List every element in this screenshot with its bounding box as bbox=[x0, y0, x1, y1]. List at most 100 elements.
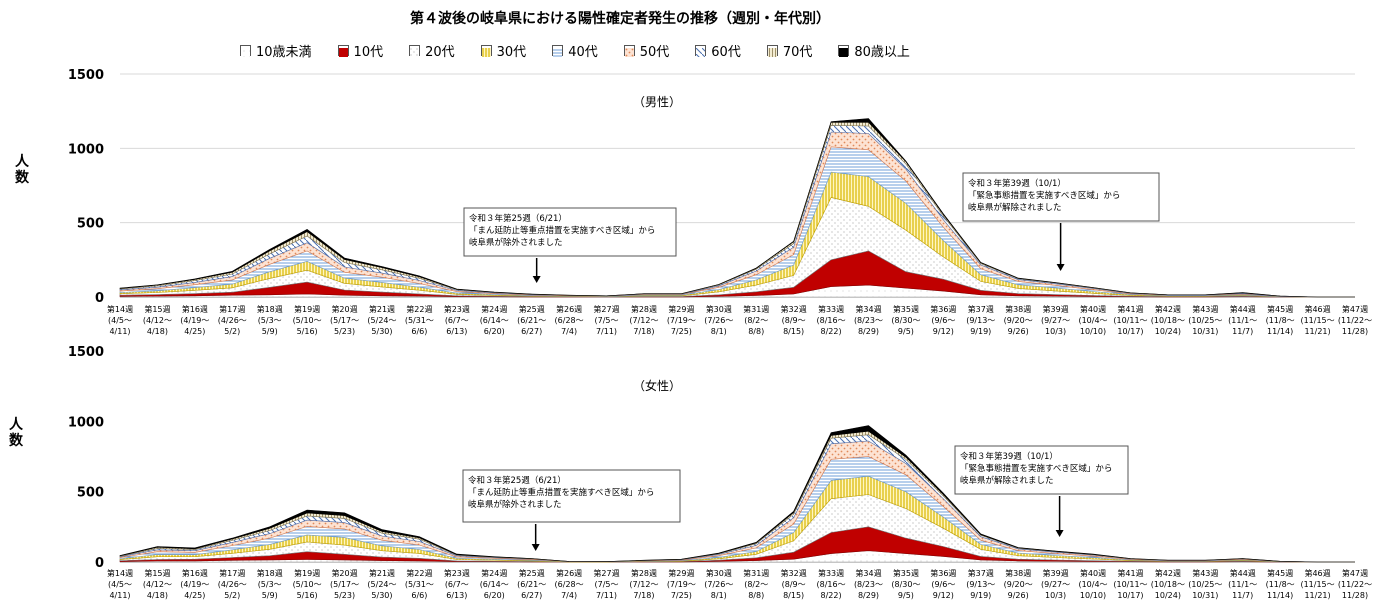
annotation-box bbox=[463, 207, 677, 257]
x-tick-label: 11/14) bbox=[1267, 591, 1293, 600]
legend-label: 10歳未満 bbox=[256, 44, 312, 60]
panel-label: （男性） bbox=[633, 95, 681, 109]
panel-label: （女性） bbox=[633, 378, 681, 393]
x-tick-label: 第39週 bbox=[1043, 568, 1069, 578]
annotation-box bbox=[962, 172, 1160, 222]
annotation-arrowhead bbox=[531, 544, 540, 551]
x-tick-label: 第42週 bbox=[1155, 304, 1181, 314]
x-tick-label: (4/26～ bbox=[218, 580, 247, 589]
x-tick-label: 第15週 bbox=[144, 304, 170, 314]
x-tick-label: 第22週 bbox=[406, 568, 432, 578]
x-tick-label: 第22週 bbox=[406, 304, 432, 314]
x-tick-label: 6/6) bbox=[411, 327, 427, 336]
x-tick-label: 第36週 bbox=[930, 568, 956, 578]
x-tick-label: (10/4～ bbox=[1078, 316, 1107, 325]
legend-swatch bbox=[552, 44, 564, 57]
x-tick-label: (11/22～ bbox=[1338, 580, 1372, 589]
x-tick-label: (11/22～ bbox=[1338, 316, 1372, 325]
x-tick-label: (10/25～ bbox=[1188, 316, 1222, 325]
legend-label: 30代 bbox=[496, 44, 527, 60]
x-tick-label: 8/1) bbox=[711, 591, 727, 600]
x-tick-label: 11/14) bbox=[1267, 327, 1293, 336]
x-tick-label: 第23週 bbox=[444, 304, 470, 314]
x-tick-label: 第16週 bbox=[182, 304, 208, 314]
x-tick-label: 9/26) bbox=[1008, 327, 1029, 336]
legend-label: 20代 bbox=[425, 44, 455, 60]
x-tick-label: 第31週 bbox=[743, 304, 769, 314]
x-tick-label: 第31週 bbox=[743, 568, 769, 578]
x-tick-label: 第18週 bbox=[257, 568, 283, 578]
x-tick-label: 8/15) bbox=[783, 327, 804, 336]
x-tick-label: 9/12) bbox=[933, 327, 954, 336]
legend-item: 30代 bbox=[480, 40, 527, 60]
x-tick-label: (9/6～ bbox=[931, 580, 955, 589]
x-tick-label: (11/15～ bbox=[1300, 580, 1334, 589]
x-tick-label: 第43週 bbox=[1192, 304, 1218, 314]
annotation-text: 令和３年第39週（10/1） bbox=[968, 178, 1066, 189]
x-tick-label: (9/20～ bbox=[1004, 316, 1033, 325]
x-tick-label: 第16週 bbox=[182, 568, 208, 578]
x-tick-label: 第30週 bbox=[706, 304, 732, 314]
y-axis-label-female: 人数 bbox=[8, 417, 24, 449]
x-tick-label: 第33週 bbox=[818, 568, 844, 578]
x-tick-label: 第46週 bbox=[1304, 568, 1330, 578]
x-tick-label: 11/7) bbox=[1232, 327, 1253, 336]
x-tick-label: 10/24) bbox=[1155, 327, 1181, 336]
y-axis-label-char: 人 bbox=[15, 154, 29, 170]
x-tick-label: 第21週 bbox=[369, 304, 395, 314]
x-tick-label: 6/13) bbox=[446, 591, 467, 600]
x-tick-label: 第40週 bbox=[1080, 304, 1106, 314]
x-tick-label: 第41週 bbox=[1117, 568, 1143, 578]
x-tick-label: 第38週 bbox=[1005, 304, 1031, 314]
x-tick-label: 第35週 bbox=[893, 304, 919, 314]
x-tick-label: 4/18) bbox=[147, 327, 168, 336]
x-tick-label: (7/5～ bbox=[595, 580, 619, 589]
x-tick-label: (7/5～ bbox=[595, 316, 619, 325]
x-tick-label: 第21週 bbox=[369, 568, 395, 578]
x-tick-label: 4/25) bbox=[184, 591, 205, 600]
x-tick-label: 第14週 bbox=[107, 568, 133, 578]
legend-item: 10代 bbox=[337, 40, 383, 60]
x-tick-label: 第47週 bbox=[1342, 568, 1368, 578]
x-tick-label: 第34週 bbox=[855, 304, 881, 314]
x-tick-label: 9/19) bbox=[970, 327, 991, 336]
x-tick-label: (8/23～ bbox=[854, 580, 883, 589]
area-series bbox=[119, 118, 1355, 298]
y-axis-label-char: 数 bbox=[15, 170, 29, 186]
legend-item: 20代 bbox=[409, 40, 455, 60]
x-tick-label: 10/10) bbox=[1080, 327, 1106, 336]
x-tick-label: 10/3) bbox=[1045, 327, 1066, 336]
x-tick-label: 7/25) bbox=[671, 327, 692, 336]
x-tick-label: (9/13～ bbox=[966, 316, 995, 325]
x-tick-label: (10/18～ bbox=[1151, 580, 1185, 589]
area-series bbox=[119, 425, 1355, 563]
x-tick-label: 10/3) bbox=[1045, 591, 1066, 600]
x-tick-label: (11/8～ bbox=[1266, 580, 1295, 589]
annotation-text: 「まん延防止等重点措置を実施すべき区域」から bbox=[469, 225, 655, 236]
x-tick-label: 第44週 bbox=[1230, 304, 1256, 314]
x-tick-label: 第35週 bbox=[893, 568, 919, 578]
x-tick-label: (5/3～ bbox=[258, 316, 282, 325]
x-tick-label: 7/4) bbox=[561, 591, 577, 600]
annotation-arrowhead bbox=[1056, 264, 1065, 271]
x-tick-label: 第27週 bbox=[593, 304, 619, 314]
x-tick-label: 第32週 bbox=[781, 568, 807, 578]
x-tick-label: (5/17～ bbox=[330, 316, 359, 325]
legend-label: 80歳以上 bbox=[854, 44, 910, 60]
x-tick-label: 8/22) bbox=[821, 327, 842, 336]
x-tick-label: 5/2) bbox=[224, 591, 240, 600]
annotation-text: 令和３年第25週（6/21） bbox=[468, 475, 566, 486]
annotation-text: 岐阜県が解除されました bbox=[968, 202, 1062, 213]
x-tick-label: 第17週 bbox=[219, 304, 245, 314]
legend-swatch bbox=[480, 44, 492, 57]
x-tick-label: 9/12) bbox=[933, 591, 954, 600]
legend-item: 60代 bbox=[695, 40, 741, 60]
legend-swatch bbox=[838, 44, 850, 57]
x-tick-label: 8/22) bbox=[821, 591, 842, 600]
x-tick-label: (4/5～ bbox=[108, 316, 132, 325]
x-tick-label: (8/16～ bbox=[817, 580, 846, 589]
annotation-text: 岐阜県が除外されました bbox=[469, 237, 563, 248]
x-tick-label: (5/10～ bbox=[293, 580, 322, 589]
x-tick-label: 7/18) bbox=[633, 591, 654, 600]
x-tick-label: 第44週 bbox=[1230, 568, 1256, 578]
